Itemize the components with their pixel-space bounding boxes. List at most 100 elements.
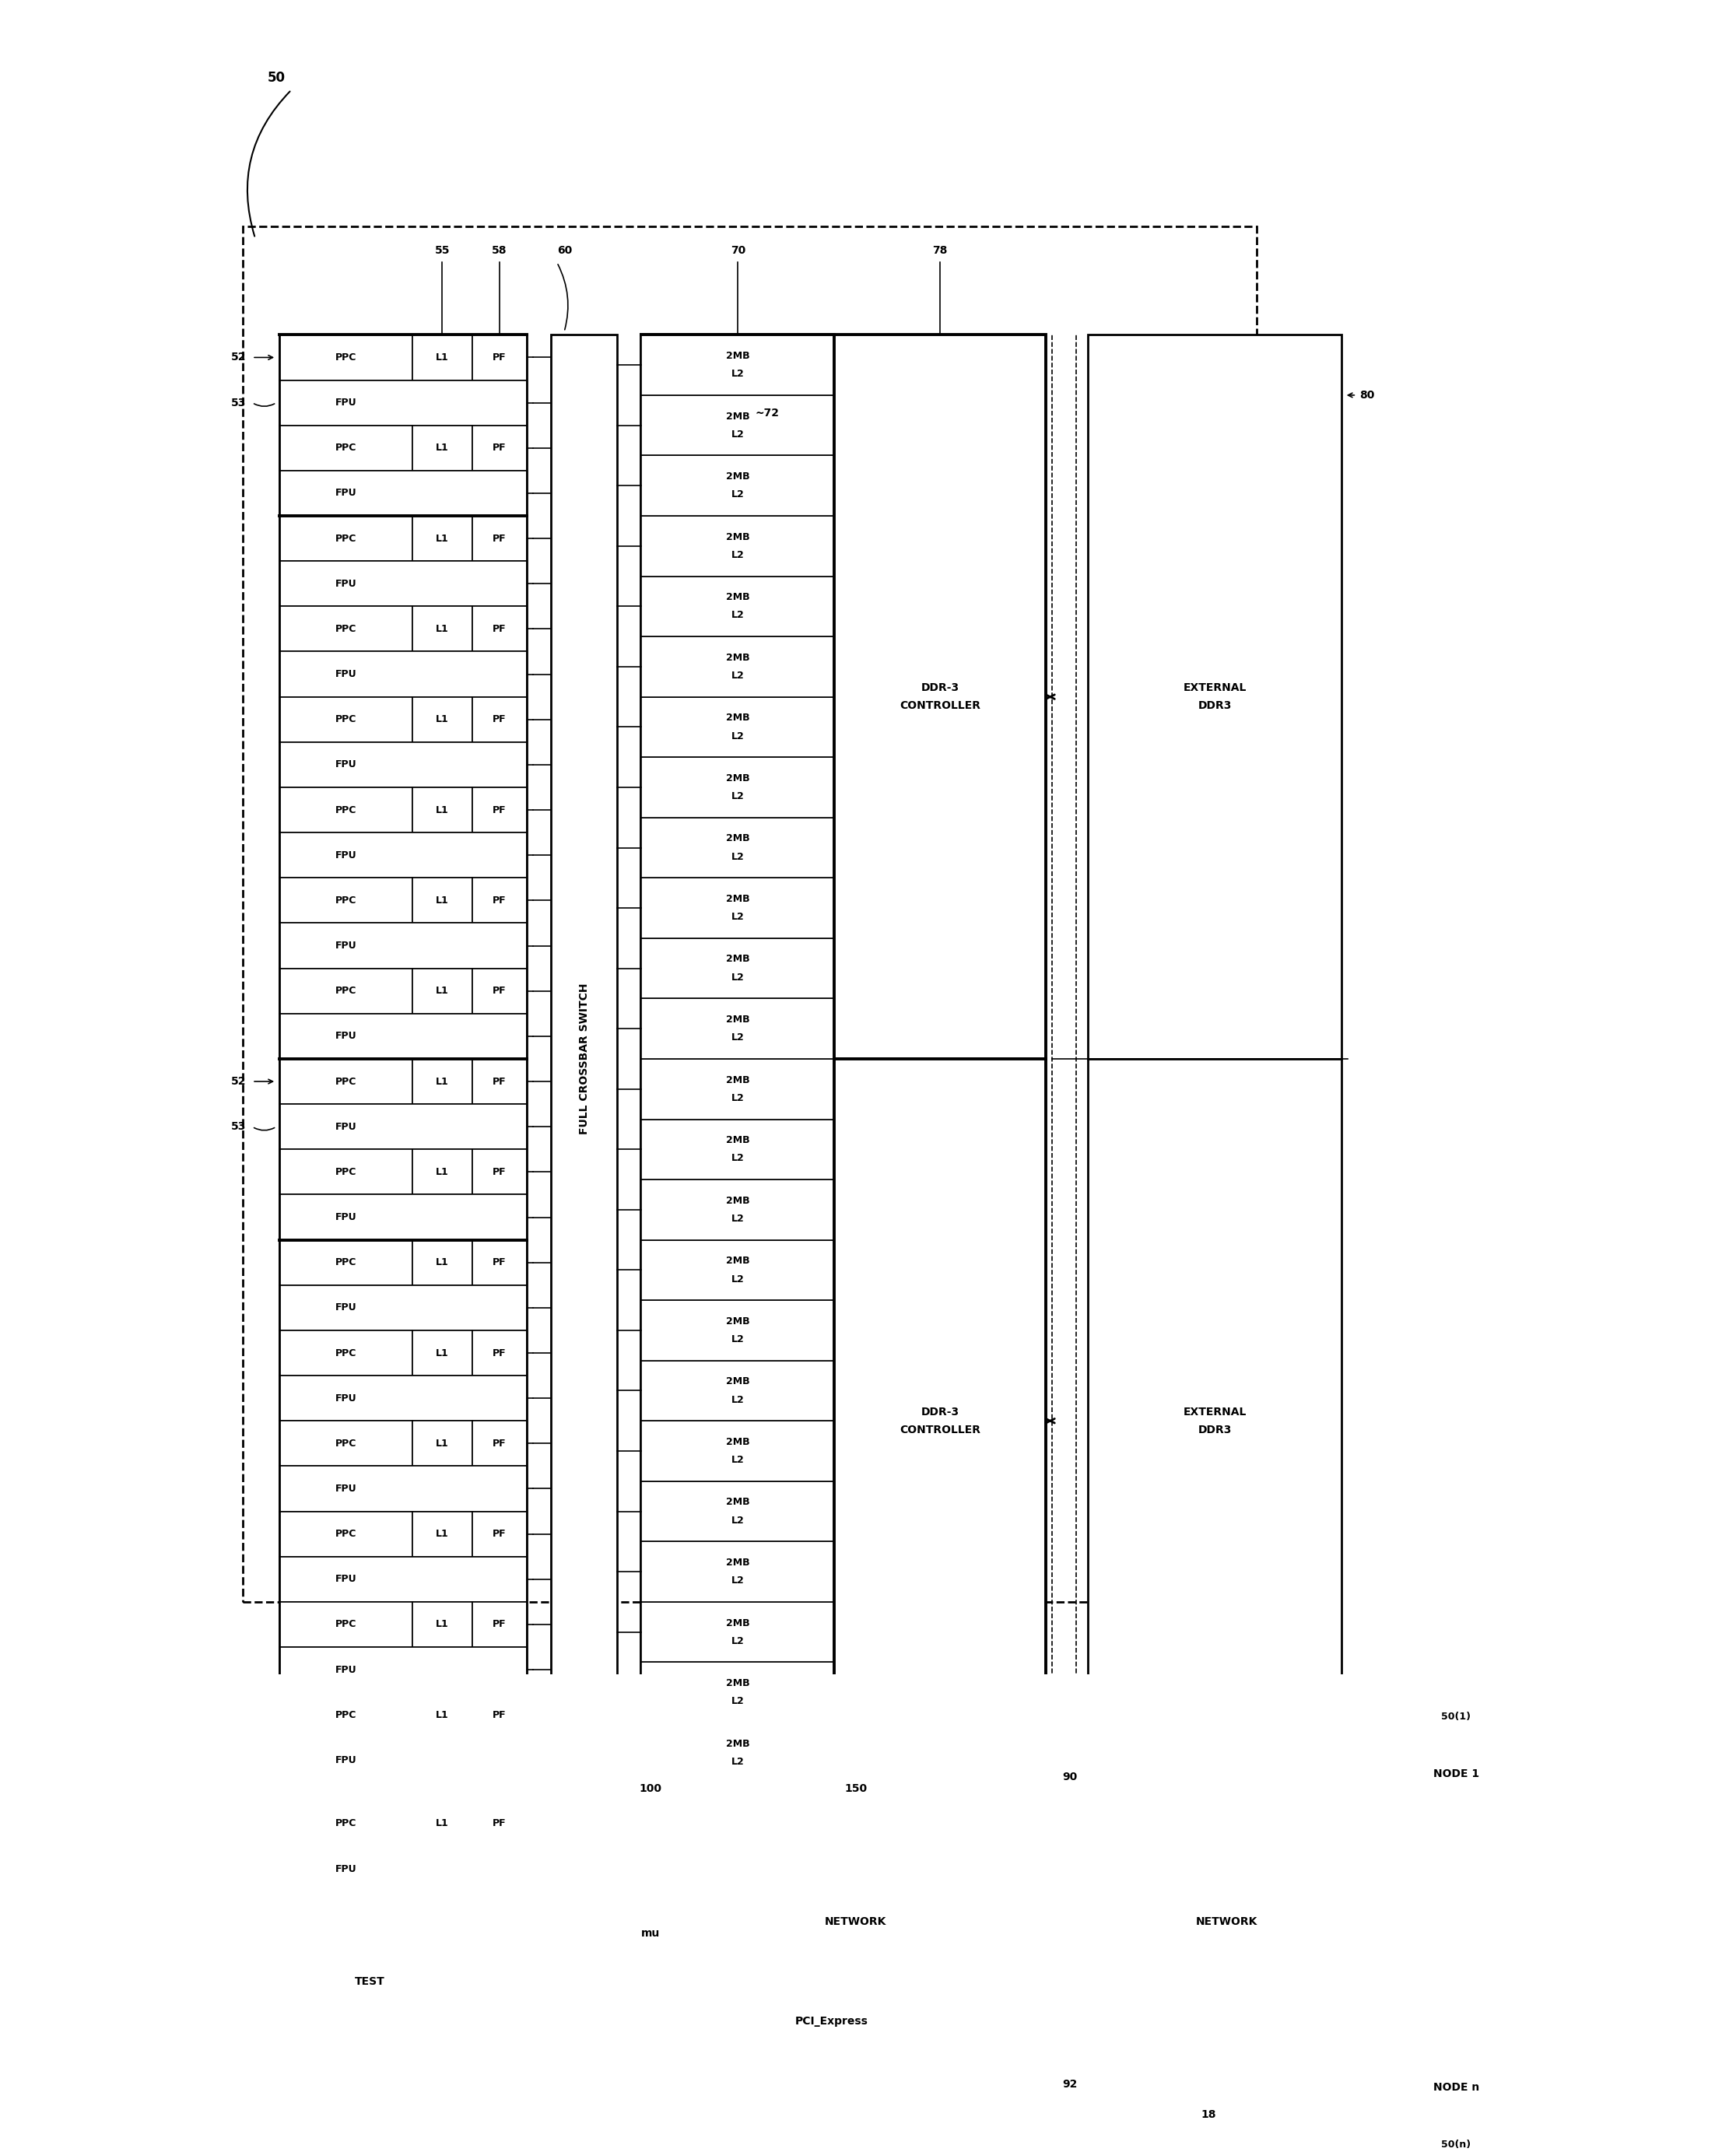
Text: L2: L2 [731,1756,745,1767]
Bar [689,1861,1021,1982]
Text: 2MB: 2MB [726,1438,750,1446]
Text: L1: L1 [436,714,450,725]
Text: PF: PF [493,986,507,996]
Text: 80: 80 [1359,390,1375,400]
Bar [641,1661,835,1722]
Text: FPU: FPU [335,1212,356,1222]
Text: 2MB: 2MB [726,1257,750,1265]
Bar [641,516,835,577]
Bar [411,1059,472,1104]
Text: mu: mu [641,1928,660,1939]
Bar [411,516,472,562]
Text: DDR3: DDR3 [1198,699,1231,712]
Bar [279,1801,411,1846]
Bar [279,1511,411,1556]
Bar [550,336,618,1782]
Text: L1: L1 [436,443,450,454]
Bar [472,1601,526,1646]
Bar [279,833,526,878]
Text: 2MB: 2MB [726,1618,750,1629]
Bar [411,968,472,1014]
Bar [411,1691,472,1737]
Text: 2MB: 2MB [726,1136,750,1145]
Bar [472,697,526,742]
Bar [279,878,411,923]
Text: 58: 58 [491,245,507,256]
Text: L2: L2 [731,611,745,620]
Bar [472,426,526,471]
Text: FPU: FPU [335,1573,356,1584]
Text: FPU: FPU [335,398,356,407]
Bar [641,818,835,878]
Bar [641,758,835,818]
Bar [411,336,472,381]
Text: 53: 53 [231,398,247,409]
Bar [472,968,526,1014]
Text: 2MB: 2MB [726,1317,750,1326]
Bar [472,607,526,652]
Bar [279,1059,411,1104]
Bar [641,1420,835,1481]
Text: PPC: PPC [335,805,356,816]
Bar [472,1691,526,1737]
Bar [472,788,526,833]
Bar [279,562,526,607]
Text: 2MB: 2MB [726,411,750,422]
Text: 60: 60 [557,245,571,256]
Bar [411,426,472,471]
Bar [641,1481,835,1541]
Bar [279,1285,526,1330]
Bar [472,1330,526,1375]
Text: PPC: PPC [335,1620,356,1629]
Bar [279,1601,411,1646]
Text: L2: L2 [731,1153,745,1164]
Bar [279,742,526,788]
Bar [279,1466,526,1511]
Text: PPC: PPC [335,1166,356,1177]
Text: TEST: TEST [354,1976,385,1988]
Text: FPU: FPU [335,1392,356,1403]
Text: CONTROLLER: CONTROLLER [899,699,981,712]
Bar [411,1330,472,1375]
Text: L2: L2 [731,491,745,499]
Text: PPC: PPC [335,624,356,635]
Text: L1: L1 [436,805,450,816]
Text: 50(1): 50(1) [1441,1711,1470,1722]
Bar [279,788,411,833]
Text: PF: PF [493,1818,507,1829]
Bar [1088,1059,1342,1782]
Bar [641,1541,835,1601]
Bar [472,1511,526,1556]
Text: L2: L2 [731,1515,745,1526]
Text: EXTERNAL: EXTERNAL [1182,1407,1246,1418]
Bar [1088,336,1342,1059]
Bar [623,1861,677,2006]
Text: PF: PF [493,805,507,816]
Text: PF: PF [493,1711,507,1719]
Ellipse shape [1118,1879,1335,1965]
Text: PPC: PPC [335,1528,356,1539]
Text: PF: PF [493,1257,507,1268]
Bar [641,456,835,516]
Text: PF: PF [493,1438,507,1448]
Text: PF: PF [493,443,507,454]
Text: PF: PF [493,895,507,906]
Text: PF: PF [493,1166,507,1177]
Bar [279,1375,526,1420]
Text: DDR3: DDR3 [1198,1425,1231,1435]
Text: PPC: PPC [335,714,356,725]
Text: PF: PF [493,1347,507,1358]
Text: FULL CROSSBAR SWITCH: FULL CROSSBAR SWITCH [578,983,590,1134]
Bar [641,1360,835,1420]
Text: L2: L2 [731,1033,745,1044]
Text: 70: 70 [731,245,745,256]
Bar [279,426,411,471]
Bar [279,471,526,516]
Text: PCI_Express: PCI_Express [795,2016,868,2027]
Text: L2: L2 [731,430,745,439]
Text: 78: 78 [932,245,948,256]
Text: PF: PF [493,1620,507,1629]
Text: L2: L2 [731,1394,745,1405]
Bar [411,1511,472,1556]
Text: 2MB: 2MB [726,773,750,783]
